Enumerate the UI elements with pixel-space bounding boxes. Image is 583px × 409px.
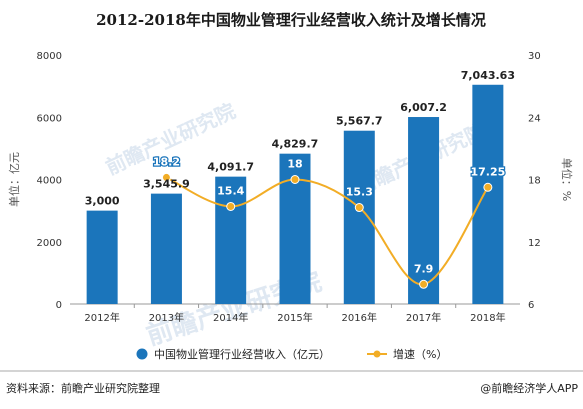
bar-0 [86,210,118,304]
y-left-tick-1: 2000 [37,238,62,249]
x-tick-1: 2013年 [149,311,184,324]
footer-source: 资料来源：前瞻产业研究院整理 [6,381,160,395]
growth-point-6 [483,182,493,192]
y-left-tick-3: 6000 [37,113,62,124]
growth-point-5 [419,279,429,289]
chart-title: 2012-2018年中国物业管理行业经营收入统计及增长情况 [96,11,486,29]
bar-label-6: 7,043.63 [461,69,515,82]
growth-point-3 [290,175,300,184]
bar-label-2: 4,091.7 [207,161,254,174]
legend-bar-swatch [136,348,148,360]
y-right-tick-2: 18 [528,176,541,187]
x-tick-5: 2017年 [406,311,441,324]
bar-label-0: 3,000 [85,195,120,208]
bar-label-4: 5,567.7 [336,115,383,128]
legend-line-label: 增速（%） [393,347,447,361]
axes: 0 2000 4000 6000 8000 6 12 18 24 30 2012年 2013年 2014… [7,51,574,324]
y-right-tick-0: 6 [528,300,534,311]
x-tick-0: 2012年 [84,311,119,324]
data-labels: 3,000 3,545.9 4,091.7 4,829.7 5,567.7 6,007.2… [85,69,515,277]
growth-label-4: 15.3 [346,186,373,199]
growth-label-1: 18.2 [153,155,180,168]
bar-1 [150,193,182,304]
x-tick-3: 2015年 [277,311,312,324]
legend: 中国物业管理行业经营收入（亿元） 增速（%） [136,347,447,361]
legend-bar-label: 中国物业管理行业经营收入（亿元） [154,347,330,361]
y-left-tick-4: 8000 [37,51,62,62]
footer-credit: @前瞻经济学人APP [480,381,578,395]
bar-label-5: 6,007.2 [400,101,447,114]
y-right-tick-4: 30 [528,51,541,62]
x-tick-6: 2018年 [470,311,505,324]
growth-label-5: 7.9 [414,262,434,275]
x-tick-2: 2014年 [213,311,248,324]
y-left-tick-0: 0 [56,300,62,311]
y-left-tick-2: 4000 [37,176,62,187]
y-right-tick-1: 12 [528,238,541,249]
growth-label-2: 15.4 [217,184,244,197]
y-right-label: 单位：% [560,158,574,201]
growth-label-6: 17.25 [470,165,505,178]
growth-point-2 [226,201,236,211]
growth-line-path [165,176,489,286]
bar-2 [215,176,247,304]
bar-label-1: 3,545.9 [143,178,190,191]
growth-line [161,172,493,289]
bar-4 [343,130,375,304]
bar-5 [408,117,440,304]
growth-point-4 [354,203,364,213]
y-right-tick-3: 24 [528,113,541,124]
growth-point-1 [161,172,171,182]
y-left-label: 单位：亿元 [7,152,21,207]
x-tick-4: 2016年 [342,311,377,324]
legend-line-marker [373,350,381,358]
bar-6 [472,84,504,304]
growth-label-3: 18 [287,158,302,171]
bar-label-3: 4,829.7 [272,138,319,151]
bars [86,84,504,304]
